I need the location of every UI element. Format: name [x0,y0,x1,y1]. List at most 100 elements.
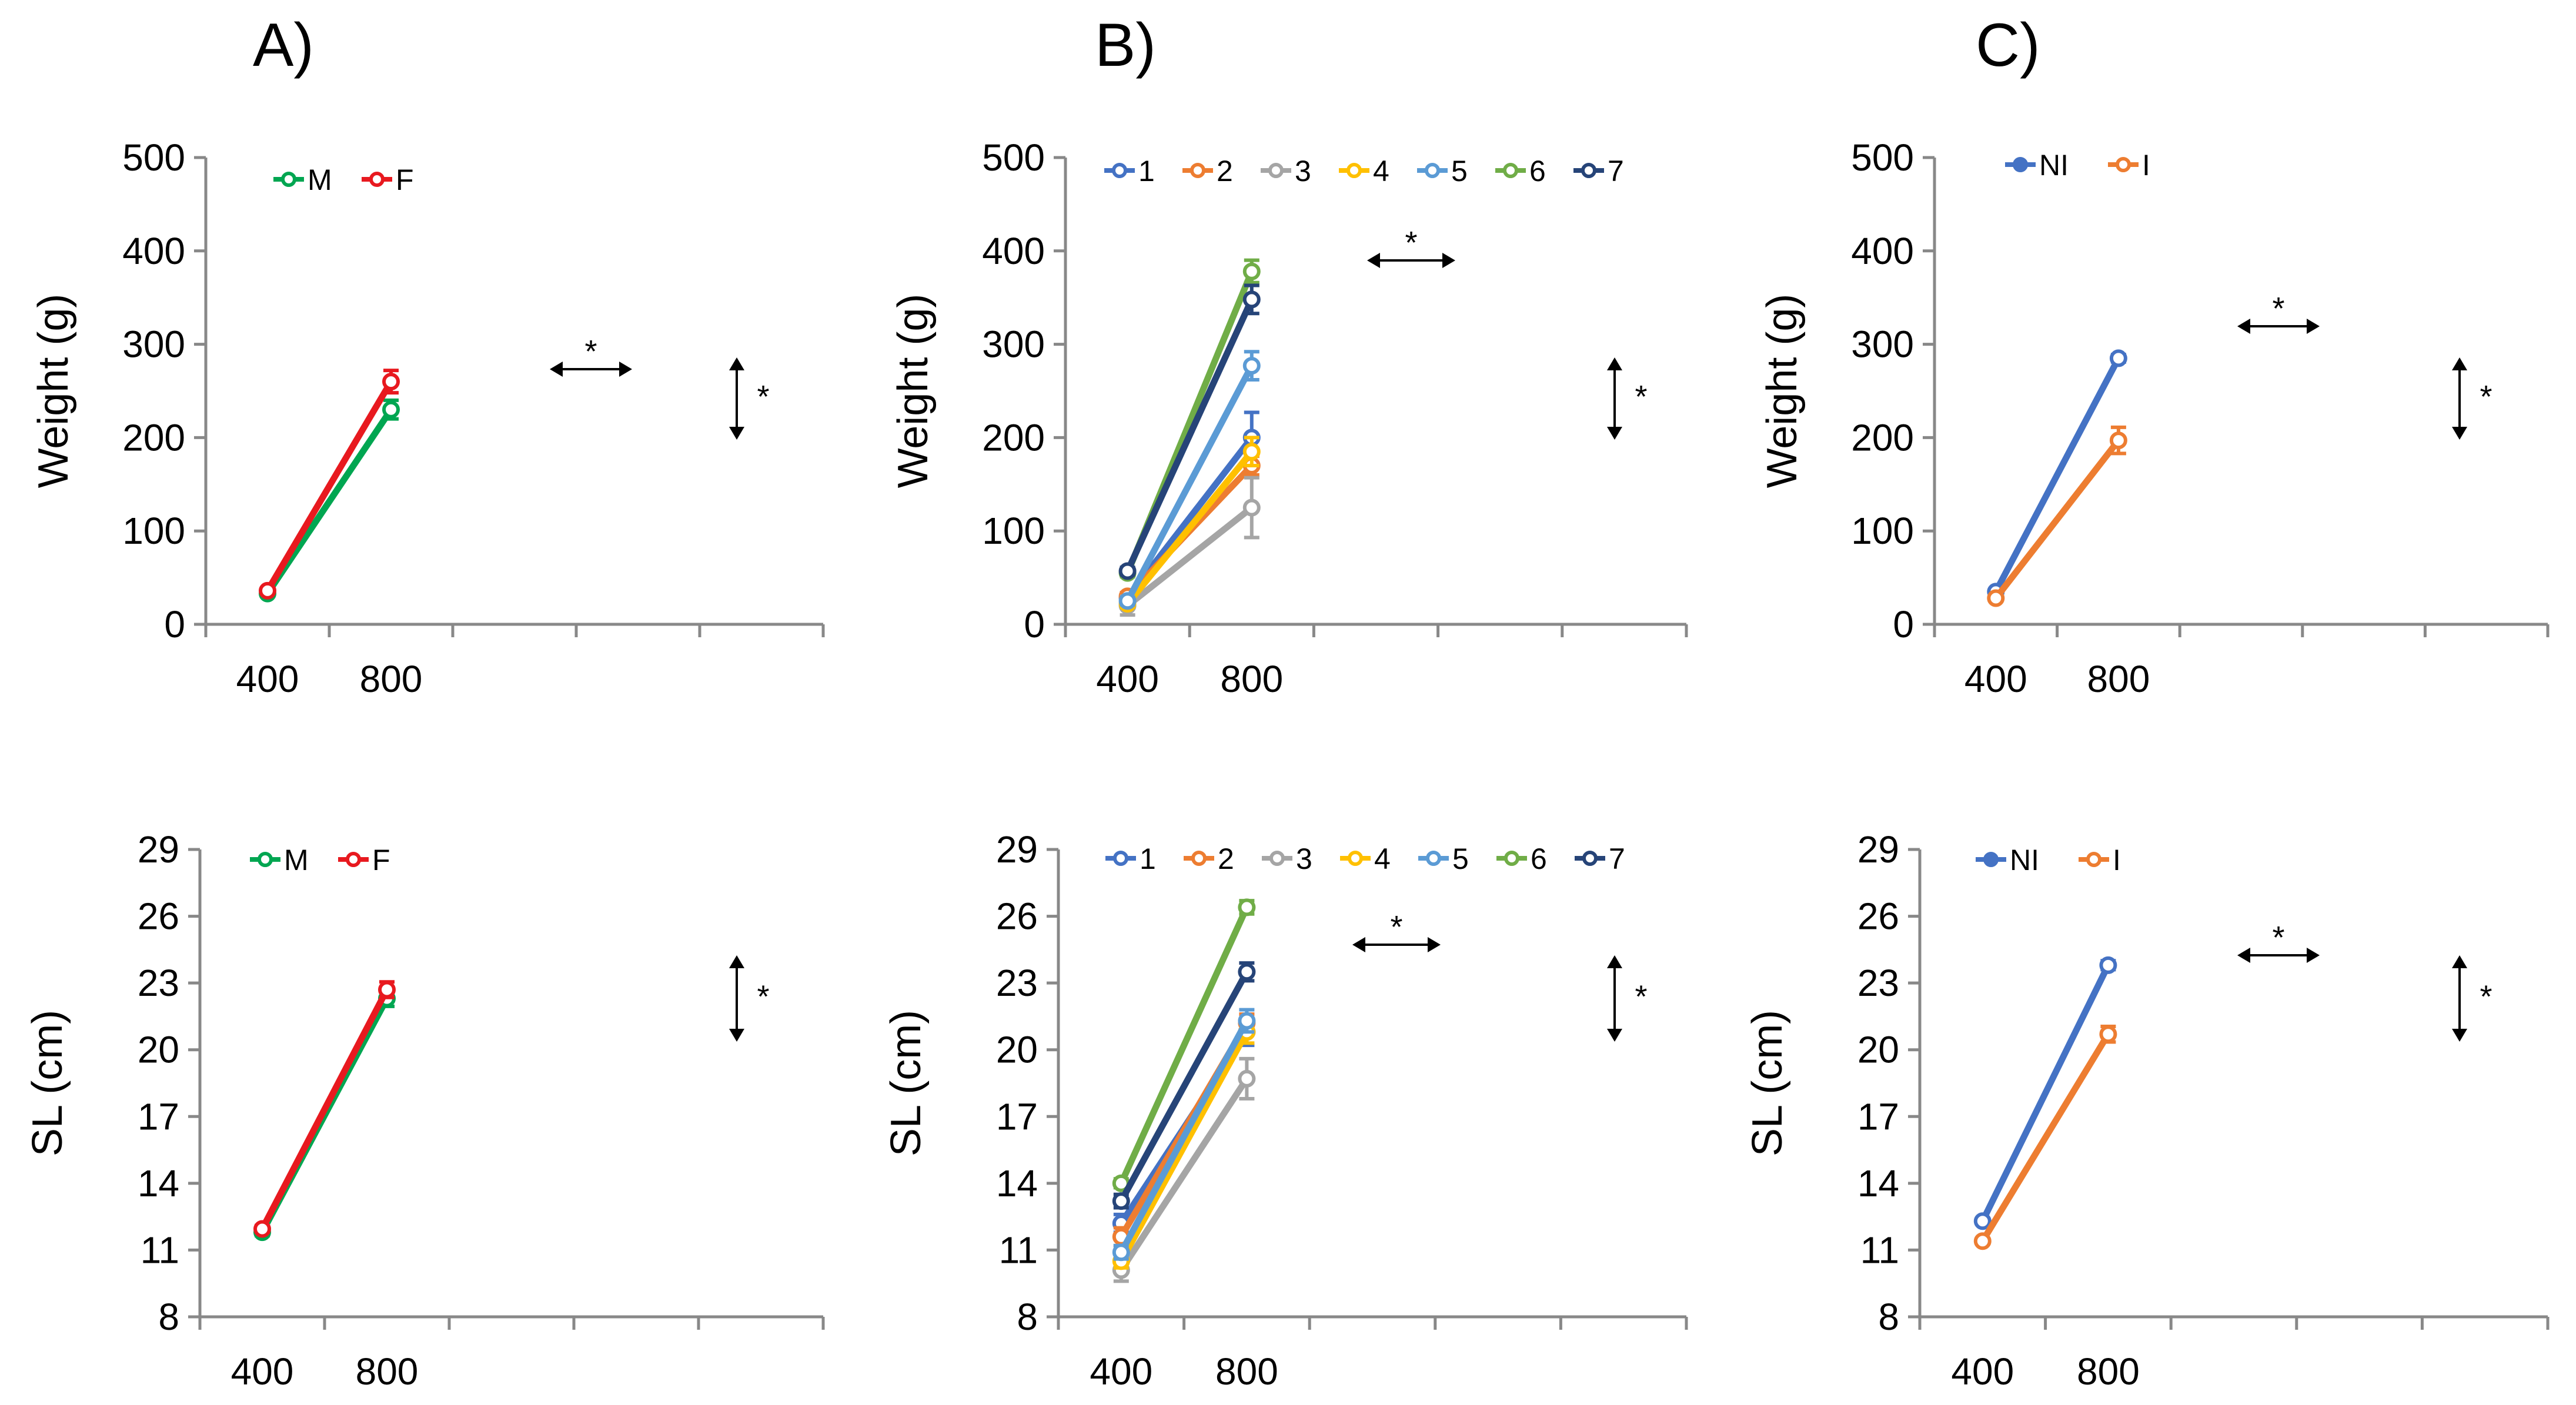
series-line-3 [1118,1075,1250,1273]
y-tick-label: 29 [138,828,179,871]
series-line-7 [1118,968,1250,1205]
data-point-M [382,400,400,419]
x-tick-label: 800 [1220,658,1283,700]
data-point-7 [1242,290,1261,309]
series-line-I [1979,1031,2111,1245]
data-point-F [259,581,276,600]
y-tick-label: 300 [982,323,1045,366]
series-F [253,980,396,1238]
y-tick-label: 200 [1851,416,1914,459]
y-tick-label: 17 [1857,1095,1899,1138]
significance-star: * [1390,909,1402,945]
legend-marker-NI [1983,852,1999,867]
y-tick-label: 11 [1860,1229,1899,1271]
legend: NI I [2005,149,2150,182]
y-tick-label: 400 [1851,230,1914,272]
panel-label-c: C) [1976,11,2040,79]
x-tick-label: 400 [1090,1350,1152,1393]
significance-annotations: * [729,955,770,1042]
series-7 [1118,283,1261,580]
y-tick-label: 500 [122,136,185,179]
y-tick-label: 300 [122,323,185,366]
arrow-head [1428,937,1441,952]
panel-label-b: B) [1095,11,1156,79]
arrow-head [1367,253,1380,268]
series-6 [1112,898,1256,1192]
significance-annotations: ** [550,334,770,440]
series-NI [1973,956,2117,1230]
arrow-head [729,1029,744,1042]
legend-label-3: 3 [1295,155,1311,188]
arrow-head [729,955,744,968]
data-point-I [2109,431,2127,450]
arrow-head [1442,253,1455,268]
series-line-6 [1118,904,1250,1187]
legend-marker-2 [1191,851,1207,866]
y-axis-title: Weight (g) [890,294,937,489]
series-line-F [264,378,395,594]
data-point-F [253,1220,271,1238]
data-point-6 [1242,262,1261,280]
legend-marker-I [2086,852,2101,867]
legend-marker-NI [2013,157,2028,172]
data-point-5 [1238,1012,1256,1030]
legend-label-2: 2 [1217,155,1233,188]
legend-marker-5 [1425,163,1440,178]
series-line-7 [1124,296,1255,574]
legend-label-1: 1 [1140,842,1156,875]
legend-marker-1 [1112,163,1127,178]
arrow-head [619,362,632,377]
legend-label-7: 7 [1608,155,1624,188]
y-tick-label: 14 [1857,1162,1899,1205]
arrow-head [2237,319,2250,334]
legend-marker-3 [1268,163,1284,178]
legend: 1 2 3 4 5 6 7 [1104,155,1624,188]
data-point-I [1987,589,2005,607]
y-tick-label: 400 [122,230,185,272]
legend-label-1: 1 [1138,155,1155,188]
legend-label-4: 4 [1374,842,1391,875]
series-NI [1987,349,2127,601]
y-tick-label: 29 [996,828,1038,871]
y-axis-title: SL (cm) [24,1010,71,1156]
legend: NI I [1976,844,2121,877]
legend-label-NI: NI [2010,844,2039,877]
significance-annotations: ** [1367,225,1648,440]
arrow-head [729,357,744,370]
data-point-5 [1118,592,1137,610]
y-tick-label: 200 [122,416,185,459]
legend-marker-2 [1190,163,1205,178]
legend-label-F: F [372,844,390,877]
legend-label-7: 7 [1609,842,1625,875]
y-tick-label: 20 [138,1029,179,1071]
legend-label-I: I [2142,149,2150,182]
y-tick-label: 0 [1893,603,1914,645]
arrow-head [2452,427,2467,440]
arrow-head [550,362,563,377]
arrow-head [1607,427,1622,440]
series-line-M [264,406,395,597]
x-tick-label: 400 [236,658,299,700]
series-line-3 [1124,504,1255,609]
legend-label-F: F [396,163,414,196]
y-tick-label: 11 [141,1229,179,1271]
arrow-head [2307,948,2320,963]
y-tick-label: 500 [1851,136,1914,179]
y-tick-label: 17 [996,1095,1038,1138]
x-tick-label: 800 [356,1350,419,1393]
series-line-NI [1979,962,2111,1225]
y-tick-label: 17 [138,1095,179,1138]
arrow-head [1607,1029,1622,1042]
data-point-6 [1238,898,1256,916]
y-axis-title: Weight (g) [30,294,77,489]
y-tick-label: 26 [996,895,1038,938]
legend-marker-F [369,172,385,187]
legend-label-6: 6 [1531,842,1547,875]
chart-B-weight: 0 100 200 300 400 500 400 800 Weight (g) 1 2 3 4 5 6 7 *… [890,136,1688,700]
series-I [1987,425,2127,607]
